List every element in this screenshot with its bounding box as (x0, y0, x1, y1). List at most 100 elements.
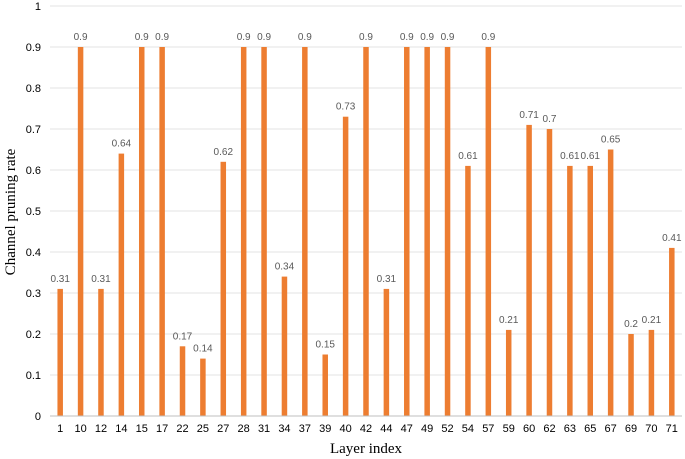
data-label: 0.15 (315, 340, 335, 351)
data-label: 0.14 (193, 344, 213, 355)
x-tick-label: 28 (238, 423, 250, 435)
data-label: 0.61 (458, 151, 478, 162)
bar (505, 329, 512, 416)
data-label: 0.9 (155, 32, 169, 43)
data-label: 0.31 (50, 274, 70, 285)
data-label: 0.9 (298, 32, 312, 43)
x-tick-label: 69 (625, 423, 637, 435)
data-label: 0.2 (624, 319, 638, 330)
bar (240, 47, 247, 416)
y-tick-label: 1 (35, 1, 41, 13)
x-tick-label: 31 (258, 423, 270, 435)
y-tick-label: 0 (35, 411, 41, 423)
x-tick-label: 34 (278, 423, 290, 435)
bar (628, 334, 634, 416)
x-tick-label: 42 (360, 423, 372, 435)
y-tick-label: 0.8 (26, 83, 41, 95)
data-label: 0.71 (519, 110, 539, 121)
bar (342, 116, 349, 416)
data-label: 0.9 (481, 32, 495, 43)
bar (587, 165, 594, 416)
bar (669, 247, 675, 416)
bar (526, 124, 532, 417)
x-tick-label: 44 (380, 423, 392, 435)
data-label: 0.65 (601, 135, 621, 146)
x-tick-label: 15 (136, 423, 148, 435)
data-label: 0.9 (135, 32, 149, 43)
x-tick-label: 47 (401, 423, 413, 435)
data-label: 0.34 (275, 262, 295, 273)
x-tick-label: 39 (319, 423, 331, 435)
x-tick-label: 40 (339, 423, 351, 435)
data-label: 0.31 (377, 274, 397, 285)
bar (607, 149, 614, 416)
y-tick-label: 0.4 (26, 247, 41, 259)
bar (383, 288, 390, 416)
bar (200, 358, 206, 416)
x-tick-label: 60 (523, 423, 535, 435)
x-tick-label: 71 (666, 423, 678, 435)
bar (98, 288, 104, 416)
x-axis-title: Layer index (330, 441, 403, 457)
data-label: 0.9 (420, 32, 434, 43)
data-label: 0.9 (237, 32, 251, 43)
bar (444, 47, 451, 416)
x-tick-label: 52 (441, 423, 453, 435)
x-tick-labels: 1 10 12 14 15 17 22 25 27 28 31 34 37 39 40 42 44 47 49 52 5… (57, 423, 678, 435)
data-labels: 0.31 0.9 0.31 0.64 0.9 0.9 0.170.14 0.62 0.9 0.9 0… (50, 32, 682, 355)
bar (57, 288, 63, 416)
y-tick-labels: 0 0.1 0.2 0.3 0.4 0.5 0.6 0.7 0.8 0.9 1 (26, 1, 41, 423)
data-label: 0.21 (642, 315, 662, 326)
bars (57, 47, 675, 417)
data-label: 0.61 (560, 151, 580, 162)
data-label: 0.62 (214, 147, 234, 158)
bar (118, 153, 125, 416)
x-tick-label: 67 (605, 423, 617, 435)
y-tick-label: 0.3 (26, 288, 41, 300)
bar (220, 161, 227, 416)
bar (302, 47, 308, 416)
x-tick-label: 27 (217, 423, 229, 435)
x-tick-label: 57 (482, 423, 494, 435)
y-tick-label: 0.5 (26, 206, 41, 218)
bar (363, 47, 369, 416)
y-tick-label: 0.1 (26, 370, 41, 382)
bar (465, 165, 471, 416)
bar (648, 329, 655, 416)
x-tick-label: 14 (115, 423, 127, 435)
bar (404, 47, 410, 416)
x-tick-label: 63 (564, 423, 576, 435)
data-label: 0.21 (499, 315, 519, 326)
y-tick-label: 0.6 (26, 165, 41, 177)
x-tick-label: 54 (462, 423, 474, 435)
bar (138, 47, 145, 416)
y-tick-label: 0.2 (26, 329, 41, 341)
y-axis-title: Channel pruning rate (3, 148, 19, 275)
bar (179, 346, 186, 416)
bar (567, 165, 573, 416)
data-label: 0.9 (441, 32, 455, 43)
data-label: 0.9 (74, 32, 88, 43)
data-label: 0.64 (112, 139, 132, 150)
data-label: 0.41 (662, 233, 682, 244)
bar (77, 47, 84, 416)
data-label: 0.9 (257, 32, 271, 43)
x-tick-label: 59 (503, 423, 515, 435)
bar (281, 276, 288, 416)
bar (546, 129, 553, 416)
x-tick-label: 12 (95, 423, 107, 435)
x-tick-label: 25 (197, 423, 209, 435)
y-tick-label: 0.9 (26, 42, 41, 54)
data-label: 0.9 (400, 32, 414, 43)
bar (261, 47, 267, 416)
x-tick-label: 70 (645, 423, 657, 435)
bar (485, 47, 492, 416)
x-tick-label: 1 (57, 423, 63, 435)
x-tick-label: 37 (299, 423, 311, 435)
data-label: 0.61 (581, 151, 601, 162)
data-label: 0.31 (91, 274, 111, 285)
data-label: 0.73 (336, 102, 356, 113)
data-label: 0.9 (359, 32, 373, 43)
x-tick-label: 65 (584, 423, 596, 435)
